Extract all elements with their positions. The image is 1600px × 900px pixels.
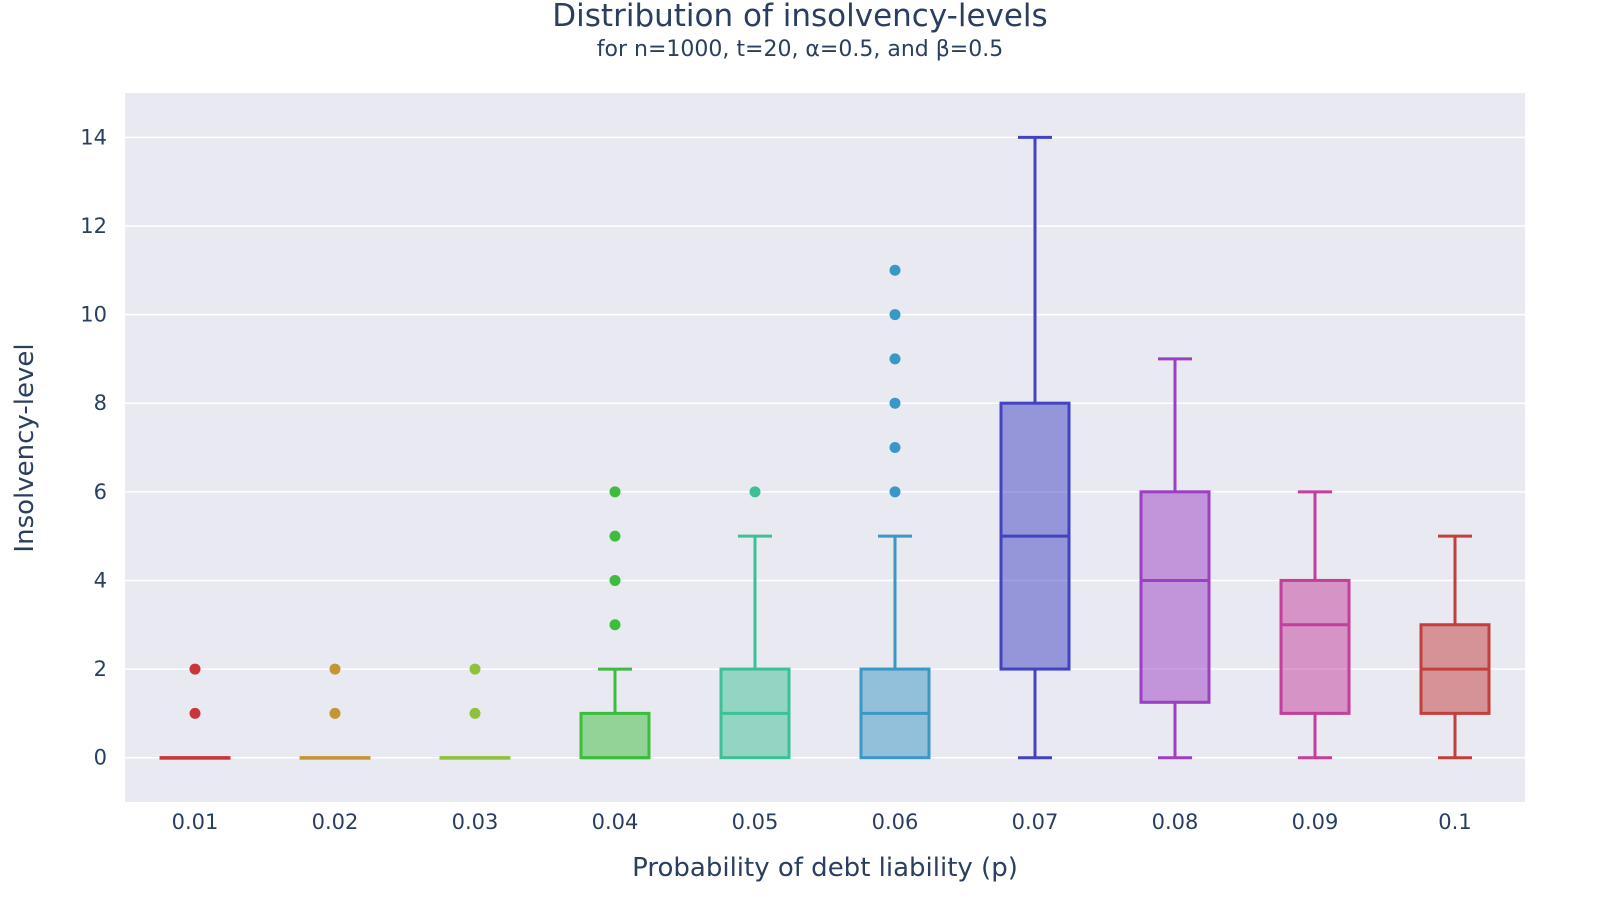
outlier-point [329, 663, 341, 675]
chart-subtitle: for n=1000, t=20, α=0.5, and β=0.5 [597, 37, 1003, 62]
x-tick-label: 0.1 [1438, 810, 1471, 834]
y-tick-label: 10 [80, 303, 107, 327]
outlier-point [889, 309, 901, 321]
box-series [159, 135, 1491, 760]
box [1279, 578, 1351, 715]
x-tick-label: 0.05 [732, 810, 779, 834]
outlier-point [189, 707, 201, 719]
y-axis-title: Insolvency-level [10, 343, 40, 552]
chart-title: Distribution of insolvency-levels [552, 0, 1047, 34]
x-tick-label: 0.03 [452, 810, 499, 834]
x-axis-ticks: 0.01 0.02 0.03 0.04 0.05 0.06 0.07 0.08 0.09 0.1 [172, 810, 1472, 834]
y-tick-label: 0 [94, 746, 107, 770]
box-group [299, 663, 371, 760]
outlier-point [329, 707, 341, 719]
y-tick-label: 12 [80, 214, 107, 238]
x-tick-label: 0.07 [1012, 810, 1059, 834]
box-group [579, 486, 651, 760]
box-group [1139, 357, 1211, 760]
x-axis-title: Probability of debt liability (p) [632, 853, 1018, 883]
outlier-point [889, 486, 901, 498]
outlier-point [469, 707, 481, 719]
y-tick-label: 8 [94, 391, 107, 415]
x-tick-label: 0.04 [592, 810, 639, 834]
x-tick-label: 0.08 [1152, 810, 1199, 834]
box-group [719, 486, 791, 760]
box-group [439, 663, 511, 760]
outlier-point [609, 619, 621, 631]
x-tick-label: 0.06 [872, 810, 919, 834]
outlier-point [749, 486, 761, 498]
box-group [159, 663, 231, 760]
outlier-point [609, 486, 621, 498]
outlier-point [889, 442, 901, 453]
y-tick-label: 6 [94, 480, 107, 504]
box [1139, 490, 1211, 704]
outlier-point [889, 353, 901, 365]
y-tick-label: 14 [80, 125, 107, 149]
outlier-point [469, 663, 481, 675]
box [579, 711, 651, 760]
outlier-point [889, 397, 901, 409]
outlier-point [889, 264, 901, 276]
outlier-point [609, 574, 621, 586]
x-tick-label: 0.02 [312, 810, 359, 834]
y-tick-label: 2 [94, 657, 107, 681]
box-group [1419, 534, 1491, 760]
x-tick-label: 0.09 [1292, 810, 1339, 834]
y-axis-ticks: 0 2 4 6 8 10 12 14 [80, 125, 107, 769]
x-tick-label: 0.01 [172, 810, 219, 834]
outlier-point [189, 663, 201, 675]
outlier-point [609, 530, 621, 542]
box-group [999, 135, 1071, 760]
y-tick-label: 4 [94, 568, 107, 592]
box-group [859, 264, 931, 760]
box-group [1279, 490, 1351, 760]
